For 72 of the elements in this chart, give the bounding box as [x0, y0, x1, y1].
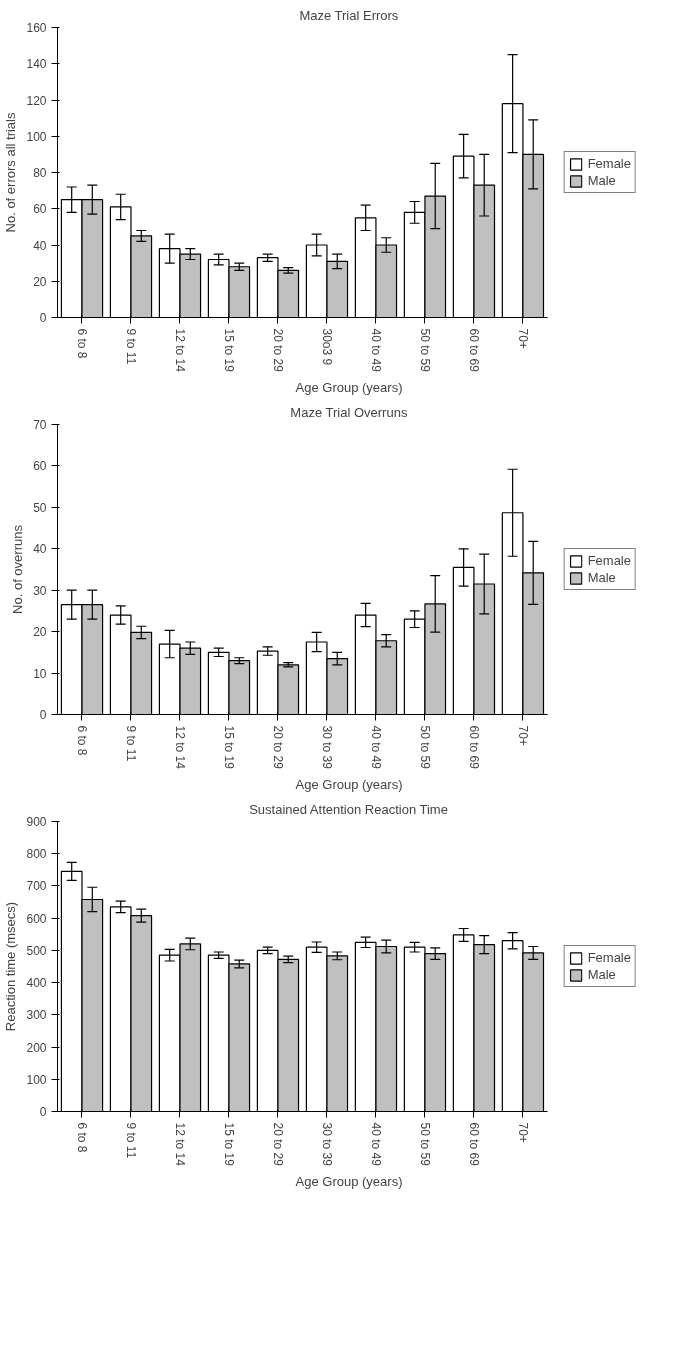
y-tick-label: 600 — [26, 911, 47, 926]
x-tick-label: 70+ — [515, 1122, 530, 1143]
x-axis-title: Age Group (years) — [295, 776, 403, 792]
x-tick-label: 12 to 14 — [172, 328, 187, 373]
x-tick-label: 50 to 59 — [417, 725, 432, 770]
y-tick-label: 700 — [26, 879, 47, 894]
x-tick-label: 20 to 29 — [270, 1122, 285, 1167]
y-tick-label: 120 — [26, 93, 47, 108]
x-tick-label: 6 to 8 — [75, 328, 89, 359]
y-tick-label: 70 — [33, 418, 47, 432]
y-tick-label: 500 — [26, 943, 47, 958]
y-tick-label: 10 — [33, 666, 47, 681]
x-tick-label: 60 to 69 — [466, 725, 481, 770]
x-tick-label: 9 to 11 — [123, 1122, 138, 1159]
y-tick-label: 20 — [33, 625, 47, 640]
y-tick-label: 300 — [26, 1008, 47, 1023]
x-tick-label: 60 to 69 — [466, 328, 481, 373]
y-axis-title: Reaction time (msecs) — [3, 901, 19, 1032]
x-tick-label: 12 to 14 — [172, 1122, 187, 1167]
y-tick-label: 20 — [33, 274, 47, 289]
y-tick-label: 60 — [33, 459, 47, 474]
x-tick-label: 30o3 9 — [319, 328, 334, 366]
x-tick-label: 30 to 39 — [319, 1122, 334, 1167]
x-tick-label: 15 to 19 — [221, 725, 236, 770]
x-tick-label: 40 to 49 — [368, 328, 383, 373]
x-axis-title: Age Group (years) — [295, 379, 403, 395]
y-tick-label: 0 — [39, 708, 47, 722]
x-tick-label: 6 to 8 — [75, 1122, 89, 1153]
y-tick-label: 160 — [26, 21, 47, 35]
y-tick-label: 100 — [26, 1072, 47, 1087]
y-tick-label: 50 — [33, 500, 47, 515]
x-tick-label: 70+ — [515, 328, 530, 349]
y-axis-title: No. of errors all trials — [3, 112, 19, 233]
legend-label: Female — [587, 553, 631, 568]
x-axis-title: Age Group (years) — [295, 1173, 403, 1189]
x-tick-label: 9 to 11 — [123, 328, 138, 365]
y-tick-label: 80 — [33, 166, 47, 180]
y-tick-label: 0 — [39, 1105, 47, 1119]
x-tick-label: 60 to 69 — [466, 1122, 481, 1167]
y-axis-title: No. of overruns — [10, 524, 26, 614]
chart-title: Maze Trial Overruns — [290, 404, 408, 420]
y-tick-label: 40 — [33, 238, 47, 253]
y-tick-label: 60 — [33, 202, 47, 217]
x-tick-label: 20 to 29 — [270, 725, 285, 770]
x-tick-label: 50 to 59 — [417, 1122, 432, 1167]
x-tick-label: 15 to 19 — [221, 328, 236, 373]
y-tick-label: 100 — [26, 129, 47, 144]
y-tick-label: 140 — [26, 57, 47, 72]
y-tick-label: 800 — [26, 847, 47, 862]
legend-label: Female — [587, 156, 631, 171]
x-tick-label: 20 to 29 — [270, 328, 285, 373]
x-tick-label: 70+ — [515, 725, 530, 746]
y-tick-label: 0 — [39, 311, 47, 325]
x-tick-label: 40 to 49 — [368, 725, 383, 770]
legend-label: Male — [587, 173, 616, 188]
x-tick-label: 9 to 11 — [123, 725, 138, 762]
x-tick-label: 6 to 8 — [75, 725, 89, 756]
x-tick-label: 30 to 39 — [319, 725, 334, 770]
legend-label: Male — [587, 570, 616, 585]
x-tick-label: 40 to 49 — [368, 1122, 383, 1167]
y-tick-label: 400 — [26, 976, 47, 991]
y-tick-label: 40 — [33, 542, 47, 557]
legend-label: Female — [587, 950, 631, 965]
x-tick-label: 50 to 59 — [417, 328, 432, 373]
y-tick-label: 200 — [26, 1040, 47, 1055]
x-tick-label: 12 to 14 — [172, 725, 187, 770]
chart-title: Sustained Attention Reaction Time — [249, 801, 448, 817]
legend-label: Male — [587, 967, 616, 982]
y-tick-label: 900 — [26, 815, 47, 829]
y-tick-label: 30 — [33, 583, 47, 598]
chart-title: Maze Trial Errors — [299, 7, 399, 23]
x-tick-label: 15 to 19 — [221, 1122, 236, 1167]
